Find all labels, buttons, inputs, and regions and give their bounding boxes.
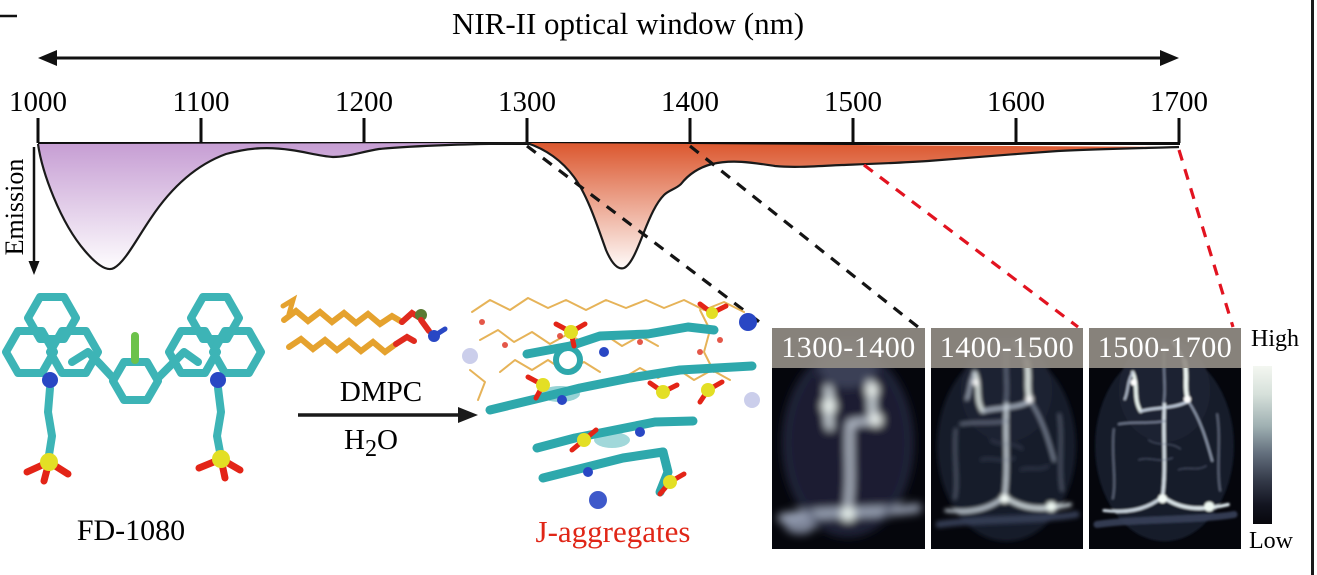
- wavelength-axis: [36, 118, 1181, 145]
- colorbar-low-label: Low: [1249, 528, 1293, 554]
- j-aggregates-structure: [462, 297, 760, 509]
- colorbar-high-label: High: [1251, 326, 1299, 352]
- figure-title: NIR-II optical window (nm): [451, 6, 805, 41]
- brain-panel-1300-1400: 1300-1400: [772, 328, 925, 549]
- reagent-label-dmpc: DMPC: [339, 376, 423, 408]
- figure-right-border: [1311, 0, 1314, 575]
- panel-label: 1300-1400: [781, 331, 916, 364]
- emission-axis-arrow: [28, 147, 40, 275]
- aggregate-emission-curve: [526, 141, 1180, 270]
- panel-label-bar: 1400-1500: [931, 328, 1083, 368]
- panel-label: 1500-1700: [1097, 331, 1233, 364]
- fd1080-molecule: [2, 293, 265, 485]
- range-arrow: [38, 50, 1179, 66]
- aggregate-label: J-aggregates: [535, 514, 691, 549]
- axis-tick-1000: 1000: [9, 86, 67, 118]
- brain-panel-1400-1500: 1400-1500: [931, 328, 1083, 549]
- panel-label-bar: 1500-1700: [1089, 328, 1241, 368]
- axis-tick-1300: 1300: [498, 86, 556, 118]
- dmpc-molecule: [280, 294, 448, 356]
- emission-axis-label: Emission: [0, 158, 29, 256]
- axis-tick-1100: 1100: [172, 86, 230, 118]
- dye-label-fd1080: FD-1080: [76, 514, 186, 547]
- axis-tick-1400: 1400: [661, 86, 719, 118]
- axis-tick-1600: 1600: [987, 86, 1045, 118]
- reaction-arrow: [298, 407, 478, 423]
- monomer-emission-curve: [36, 141, 528, 271]
- leader-lines-black: [526, 144, 919, 329]
- panel-label: 1400-1500: [939, 331, 1075, 364]
- axis-tick-1200: 1200: [335, 86, 393, 118]
- axis-tick-1500: 1500: [824, 86, 882, 118]
- solvent-label-h2o: H2O: [344, 424, 398, 462]
- intensity-colorbar: [1253, 366, 1272, 524]
- leader-lines-red: [863, 149, 1235, 329]
- brain-panel-1500-1700: 1500-1700: [1089, 328, 1241, 549]
- axis-tick-1700: 1700: [1150, 86, 1208, 118]
- panel-label-bar: 1300-1400: [772, 328, 925, 368]
